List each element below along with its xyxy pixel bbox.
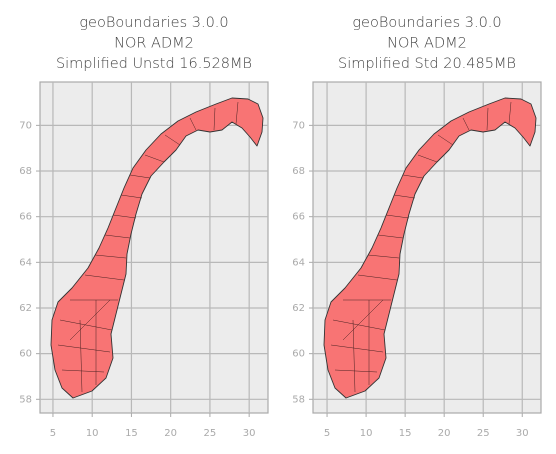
chart-title: Simplified Unstd 16.528MB	[56, 56, 252, 72]
map-panel: geoBoundaries 3.0.0 NOR ADM2 Simplified Un…	[19, 15, 269, 439]
y-tick-label: 60	[19, 349, 32, 360]
chart-title: Simplified Std 20.485MB	[338, 56, 516, 72]
y-tick-label: 66	[19, 212, 32, 223]
map-panel: geoBoundaries 3.0.0 NOR ADM2 Simplified St…	[292, 15, 542, 439]
x-tick-label: 20	[438, 428, 451, 439]
y-tick-label: 70	[19, 120, 32, 131]
x-tick-label: 15	[399, 428, 412, 439]
y-tick-label: 58	[19, 394, 32, 405]
y-tick-label: 62	[19, 303, 32, 314]
y-tick-label: 68	[19, 166, 32, 177]
x-tick-label: 30	[516, 428, 529, 439]
x-tick-label: 10	[360, 428, 373, 439]
x-tick-label: 20	[164, 428, 177, 439]
chart-title: geoBoundaries 3.0.0	[79, 15, 228, 31]
y-tick-label: 64	[19, 257, 32, 268]
x-tick-label: 10	[86, 428, 99, 439]
y-tick-label: 66	[292, 212, 305, 223]
y-tick-label: 70	[292, 120, 305, 131]
y-tick-label: 68	[292, 166, 305, 177]
y-tick-label: 62	[292, 303, 305, 314]
chart-title: NOR ADM2	[387, 36, 467, 52]
y-tick-label: 58	[292, 394, 305, 405]
chart-title: NOR ADM2	[114, 36, 194, 52]
x-tick-label: 25	[477, 428, 490, 439]
x-tick-label: 5	[50, 428, 56, 439]
x-tick-label: 30	[243, 428, 256, 439]
x-tick-label: 5	[324, 428, 330, 439]
y-tick-label: 60	[292, 349, 305, 360]
chart-title: geoBoundaries 3.0.0	[352, 15, 501, 31]
x-tick-label: 15	[125, 428, 138, 439]
y-tick-label: 64	[292, 257, 305, 268]
x-tick-label: 25	[204, 428, 217, 439]
